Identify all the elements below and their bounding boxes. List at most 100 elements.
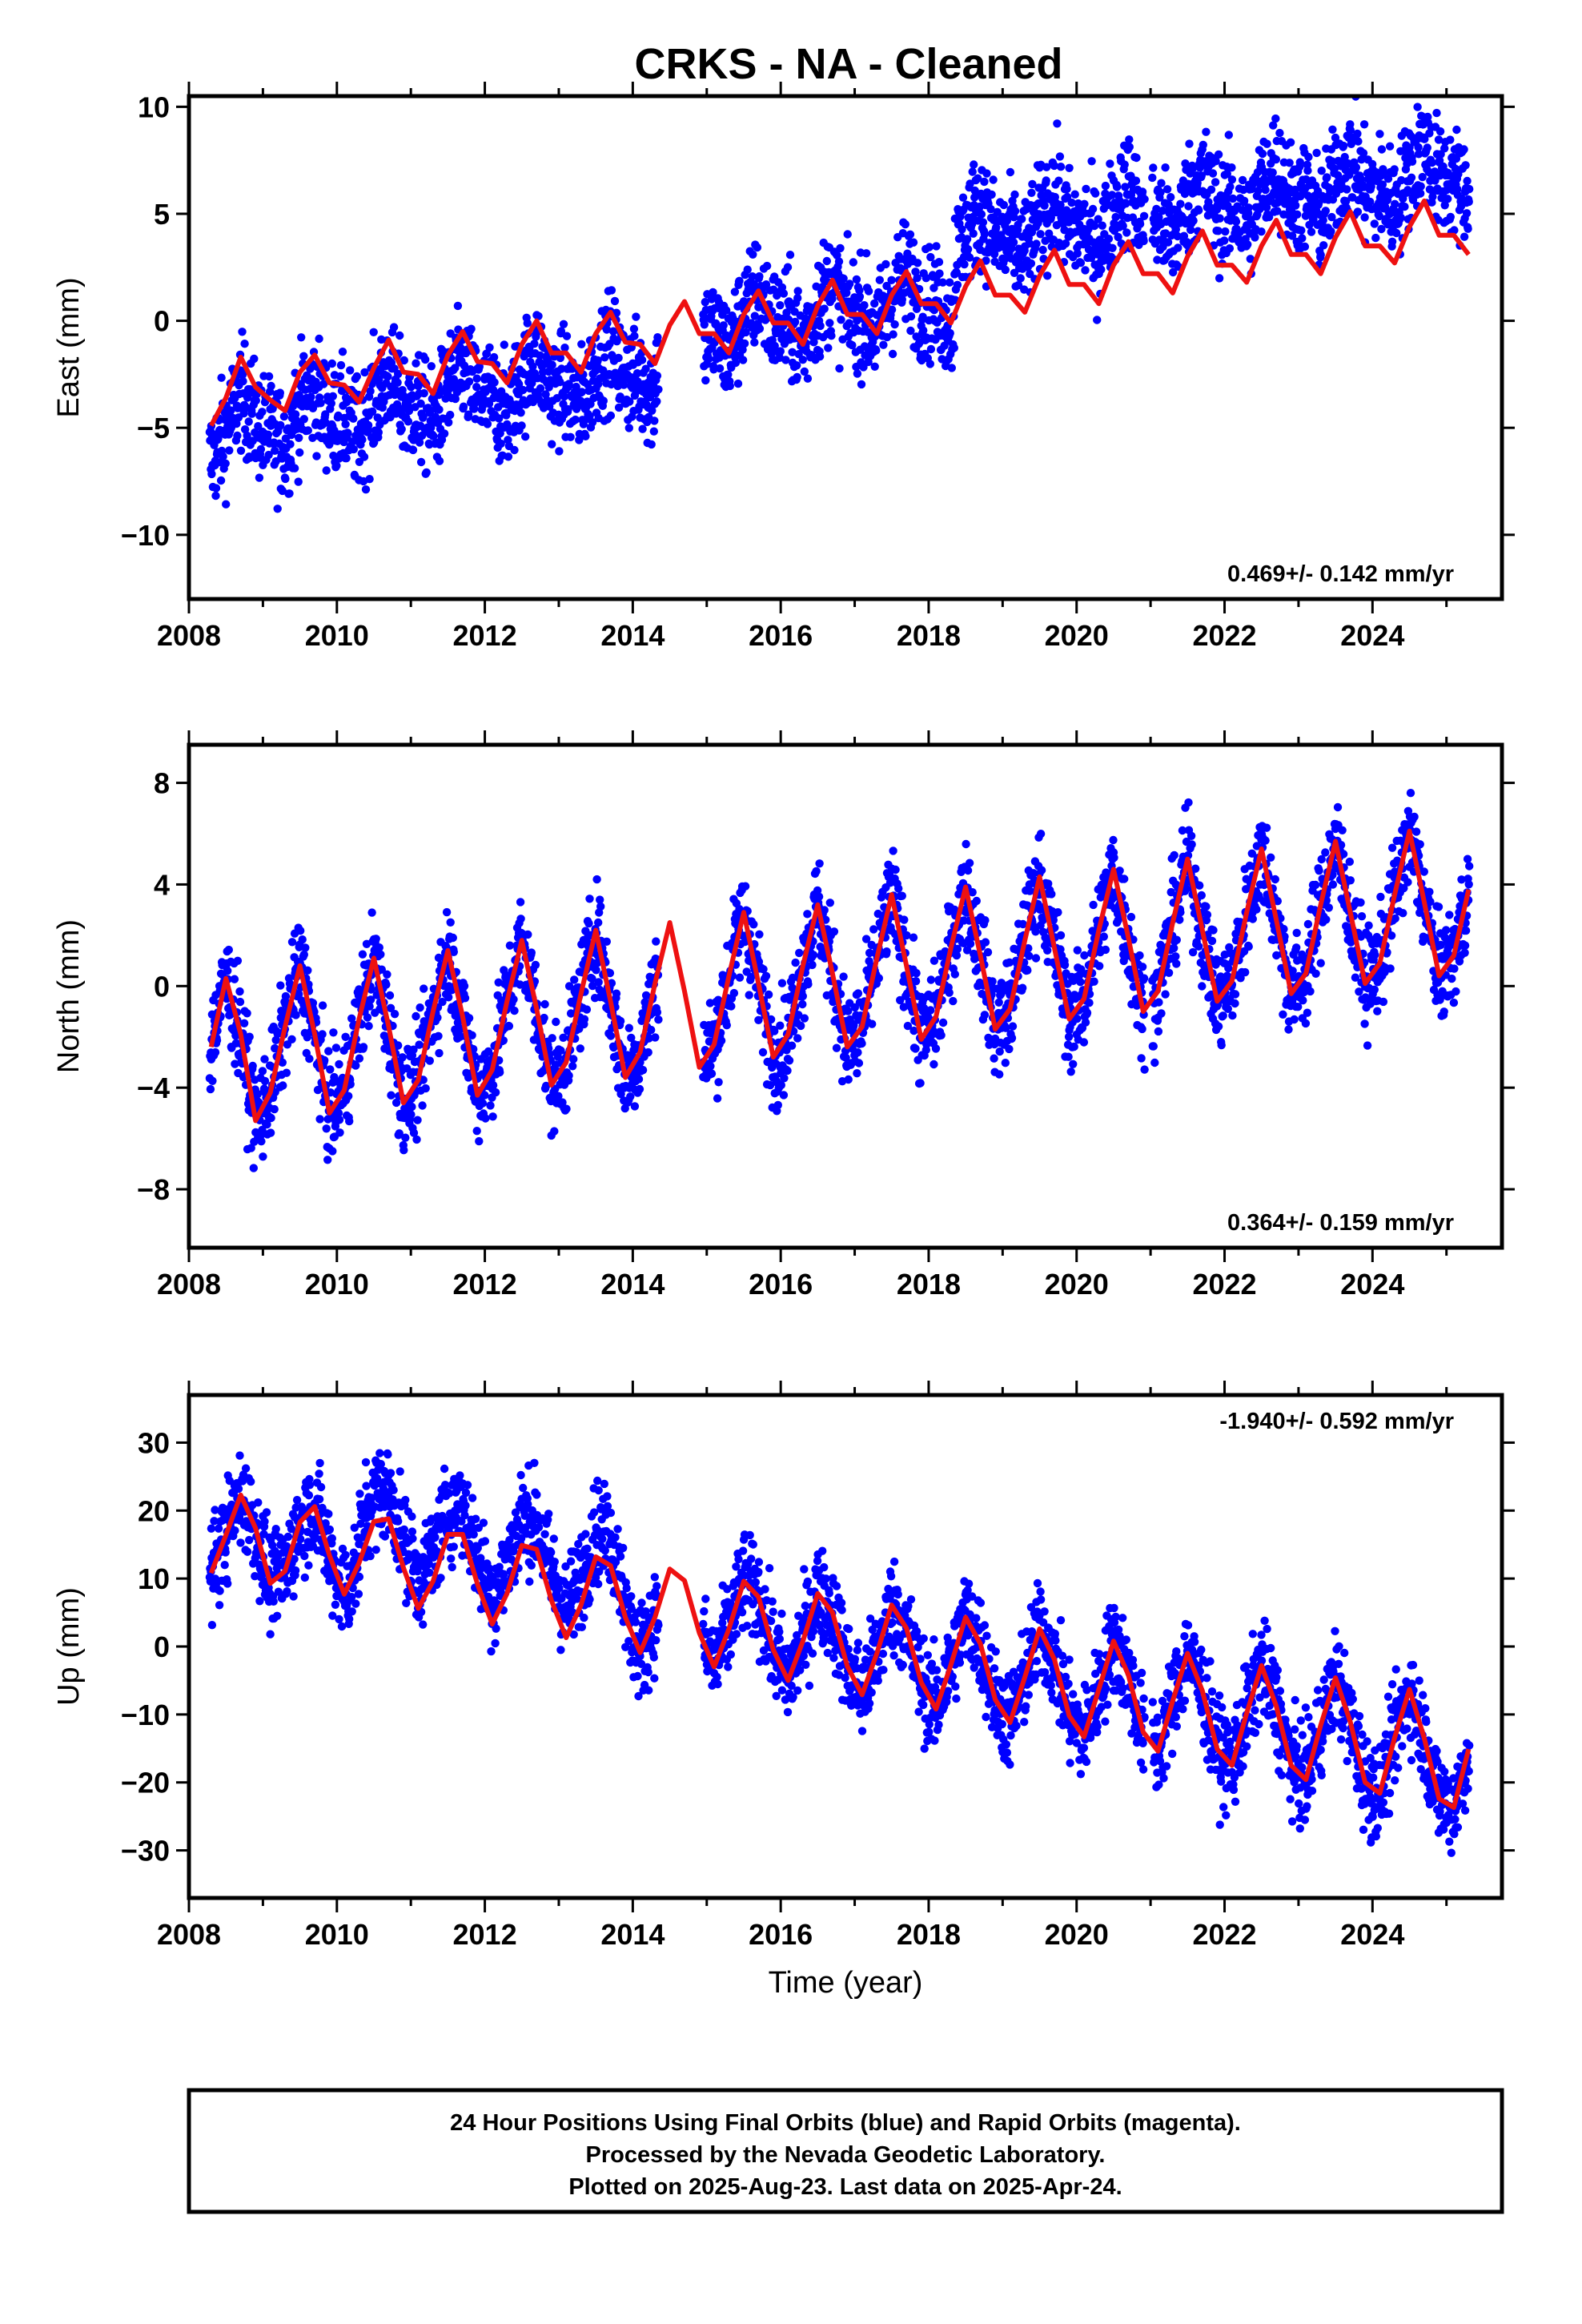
- east-y-axis-label: East (mm): [52, 277, 86, 417]
- data-point: [958, 193, 968, 202]
- data-point: [644, 1034, 653, 1043]
- data-point: [1010, 207, 1020, 215]
- data-point: [952, 268, 962, 277]
- data-point: [1073, 249, 1082, 258]
- data-point: [1333, 171, 1343, 179]
- data-point: [230, 975, 239, 983]
- x-tick-label: 2014: [600, 619, 665, 652]
- data-point: [564, 1071, 573, 1080]
- data-point: [361, 485, 371, 494]
- data-point: [969, 229, 978, 238]
- data-point: [987, 190, 996, 199]
- data-point: [852, 275, 861, 284]
- data-point: [327, 399, 335, 408]
- data-point: [765, 1080, 775, 1090]
- data-point: [315, 1115, 324, 1124]
- data-point: [464, 410, 473, 419]
- data-point: [412, 359, 420, 368]
- data-point: [444, 418, 453, 427]
- data-point: [397, 424, 406, 434]
- data-point: [794, 1011, 803, 1019]
- data-point: [974, 174, 982, 183]
- data-point: [616, 1089, 625, 1099]
- data-point: [808, 960, 817, 970]
- data-point: [607, 380, 616, 389]
- data-point: [1377, 224, 1386, 234]
- data-point: [855, 292, 865, 301]
- data-point: [249, 1164, 258, 1172]
- data-point: [1076, 259, 1086, 267]
- data-point: [566, 1009, 576, 1018]
- data-point: [1135, 219, 1145, 228]
- data-point: [754, 1015, 763, 1025]
- y-tick-label: −5: [137, 412, 170, 444]
- data-point: [903, 1021, 913, 1031]
- data-point: [926, 975, 936, 984]
- data-point: [891, 865, 900, 875]
- data-point: [949, 996, 958, 1006]
- data-point: [266, 1128, 275, 1137]
- data-point: [1446, 212, 1456, 222]
- data-point: [647, 1025, 656, 1035]
- data-point: [258, 408, 267, 416]
- data-point: [770, 341, 779, 351]
- data-point: [534, 312, 543, 320]
- data-point: [434, 1031, 443, 1041]
- data-point: [849, 1021, 858, 1030]
- data-point: [303, 966, 312, 975]
- data-point: [952, 951, 962, 960]
- data-point: [965, 253, 974, 262]
- data-point: [1339, 141, 1348, 151]
- data-point: [612, 989, 621, 998]
- data-point: [1010, 190, 1019, 199]
- data-point: [777, 979, 787, 987]
- data-point: [870, 362, 879, 371]
- data-point: [845, 279, 854, 288]
- data-point: [564, 404, 572, 414]
- data-point: [365, 475, 374, 484]
- data-point: [735, 973, 745, 982]
- data-point: [900, 915, 909, 924]
- data-point: [1215, 214, 1224, 223]
- data-point: [990, 1054, 998, 1063]
- data-point: [1297, 226, 1306, 235]
- data-point: [600, 353, 609, 362]
- data-point: [328, 392, 337, 400]
- data-point: [1420, 135, 1429, 143]
- data-point: [263, 1120, 271, 1129]
- data-point: [719, 321, 728, 330]
- data-point: [592, 966, 600, 975]
- data-point: [1053, 119, 1062, 128]
- data-point: [709, 287, 717, 297]
- data-point: [208, 1076, 217, 1086]
- data-point: [652, 372, 662, 380]
- data-point: [593, 356, 602, 365]
- data-point: [585, 895, 594, 903]
- data-point: [641, 991, 651, 1000]
- data-point: [1359, 149, 1368, 158]
- data-point: [245, 1032, 254, 1041]
- data-point: [531, 960, 540, 970]
- data-point: [882, 947, 891, 956]
- data-point: [227, 406, 235, 415]
- data-point: [488, 1112, 497, 1121]
- data-point: [1038, 245, 1047, 255]
- data-point: [930, 956, 939, 965]
- x-tick-label: 2022: [1192, 619, 1256, 652]
- data-point: [1112, 183, 1122, 191]
- data-point: [413, 1116, 422, 1124]
- data-point: [435, 456, 444, 465]
- data-point: [1158, 207, 1167, 215]
- data-point: [781, 356, 790, 364]
- data-point: [1131, 176, 1141, 185]
- data-point: [913, 259, 922, 267]
- data-point: [932, 242, 941, 251]
- data-point: [999, 200, 1009, 210]
- data-point: [1024, 944, 1033, 953]
- data-point: [986, 205, 995, 214]
- data-point: [244, 417, 253, 426]
- data-point: [889, 846, 897, 855]
- data-point: [401, 1133, 410, 1142]
- data-point: [902, 931, 911, 940]
- data-point: [966, 939, 975, 948]
